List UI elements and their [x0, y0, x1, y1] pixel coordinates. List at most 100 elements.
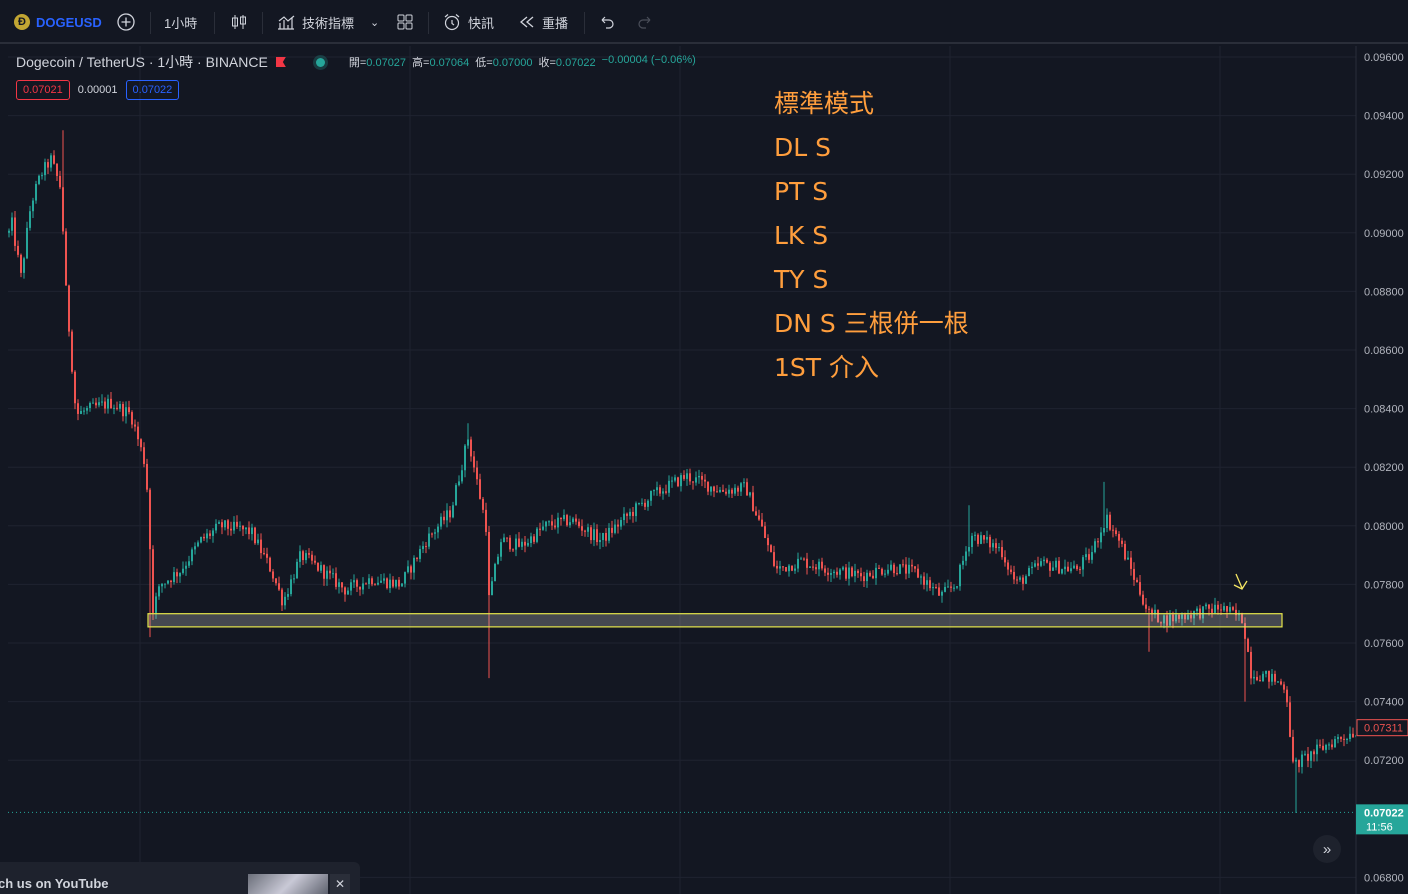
- candle-body: [1076, 565, 1078, 570]
- candle-body: [707, 481, 709, 492]
- candle-body: [1118, 534, 1120, 541]
- candle-body: [917, 568, 919, 578]
- candle-body: [1331, 744, 1333, 748]
- candle-body: [1001, 547, 1003, 558]
- candle-body: [1268, 670, 1270, 682]
- candle-body: [1259, 680, 1261, 682]
- candle-body: [491, 581, 493, 596]
- change-value: −0.00004 (−0.06%): [601, 54, 696, 66]
- sell-button[interactable]: 0.07021: [16, 80, 70, 100]
- compare-add-button[interactable]: [116, 0, 136, 44]
- candle-body: [392, 579, 394, 587]
- candle-body: [830, 573, 832, 575]
- price-chart[interactable]: 0.09600 0.09400 0.09200 0.09000 0.08800 0.086…: [0, 44, 1408, 894]
- candle-body: [1307, 753, 1309, 761]
- youtube-banner[interactable]: ch us on YouTube ✕: [0, 862, 360, 894]
- candle-body: [329, 570, 331, 574]
- candle-body: [1187, 614, 1189, 620]
- candle-body: [902, 564, 904, 566]
- candle-body: [206, 533, 208, 539]
- undo-button[interactable]: [598, 0, 616, 44]
- candle-body: [662, 491, 664, 494]
- candle-body: [1223, 606, 1225, 611]
- candle-body: [755, 511, 757, 516]
- support-zone: [147, 613, 1283, 628]
- chart-notes[interactable]: 標準模式 DL S PT S LK S TY S DN S 三根併一根 1ST …: [774, 82, 969, 390]
- candle-body: [89, 403, 91, 409]
- toolbar-divider: [150, 12, 151, 34]
- redo-button[interactable]: [636, 0, 654, 44]
- candle-body: [956, 586, 958, 588]
- candle-body: [8, 230, 10, 233]
- buy-button[interactable]: 0.07022: [125, 80, 180, 100]
- candle-body: [494, 563, 496, 582]
- symbol-search[interactable]: Ð DOGEUSD: [14, 0, 102, 44]
- price-tick-label: 0.08600: [1364, 345, 1404, 357]
- candle-body: [851, 567, 853, 577]
- candle-body: [410, 566, 412, 573]
- candle-body: [356, 580, 358, 587]
- indicators-button[interactable]: 技術指標: [276, 0, 354, 44]
- interval-label: 1小時: [164, 15, 198, 31]
- candle-body: [542, 526, 544, 530]
- candle-body: [539, 528, 541, 530]
- candle-body: [869, 572, 871, 576]
- candle-body: [248, 527, 250, 535]
- current-price-label: 0.07022: [1364, 807, 1404, 819]
- candle-body: [1133, 568, 1135, 580]
- candle-body: [686, 473, 688, 479]
- chart-type-button[interactable]: [230, 0, 248, 44]
- candle-body: [1322, 745, 1324, 750]
- candle-body: [1244, 623, 1246, 639]
- ohlc-values: 開=0.07027 高=0.07064 低=0.07000 收=0.07022 …: [349, 54, 696, 70]
- candle-body: [317, 562, 319, 571]
- candle-body: [194, 546, 196, 550]
- candle-body: [275, 578, 277, 584]
- candle-body: [35, 183, 37, 201]
- candle-body: [1031, 566, 1033, 569]
- candle-body: [1301, 754, 1303, 767]
- candle-body: [1196, 608, 1198, 612]
- countdown-label: 11:56: [1366, 821, 1393, 833]
- layout-button[interactable]: [396, 0, 414, 44]
- price-tick-label: 0.07400: [1364, 697, 1404, 709]
- candle-body: [116, 407, 118, 409]
- candle-body: [1172, 614, 1174, 622]
- alert-button[interactable]: 快訊: [442, 0, 494, 44]
- candle-body: [1022, 577, 1024, 584]
- price-tick-label: 0.07600: [1364, 638, 1404, 650]
- candle-body: [974, 534, 976, 536]
- candle-body: [1310, 751, 1312, 761]
- price-tick-label: 0.08000: [1364, 521, 1404, 533]
- candle-body: [500, 542, 502, 557]
- candle-body: [992, 543, 994, 548]
- scroll-to-realtime-button[interactable]: »: [1313, 835, 1341, 863]
- candle-body: [476, 467, 478, 480]
- candle-body: [809, 566, 811, 568]
- candle-body: [17, 245, 19, 255]
- price-tick-label: 0.08400: [1364, 404, 1404, 416]
- close-icon[interactable]: ✕: [330, 874, 350, 894]
- candle-body: [272, 571, 274, 579]
- video-thumbnail[interactable]: [248, 874, 328, 894]
- candle-body: [1166, 615, 1168, 626]
- candle-body: [506, 537, 508, 539]
- flag-icon[interactable]: [275, 57, 286, 67]
- replay-button[interactable]: 重播: [518, 0, 568, 44]
- interval-button[interactable]: 1小時: [164, 0, 197, 44]
- candle-body: [353, 580, 355, 583]
- indicators-icon: [278, 15, 295, 30]
- doge-coin-icon: Ð: [14, 14, 30, 30]
- indicators-dropdown[interactable]: ⌄: [370, 0, 379, 44]
- candle-body: [518, 538, 520, 547]
- candle-body: [647, 500, 649, 507]
- candle-body: [1250, 651, 1252, 679]
- candle-body: [950, 586, 952, 588]
- top-toolbar: Ð DOGEUSD 1小時 技術指標 ⌄ 快訊 重播: [0, 0, 1408, 44]
- candle-body: [1028, 568, 1030, 577]
- candle-body: [161, 583, 163, 587]
- candle-body: [269, 557, 271, 572]
- candle-body: [656, 487, 658, 491]
- candle-body: [443, 516, 445, 521]
- candle-body: [1217, 604, 1219, 610]
